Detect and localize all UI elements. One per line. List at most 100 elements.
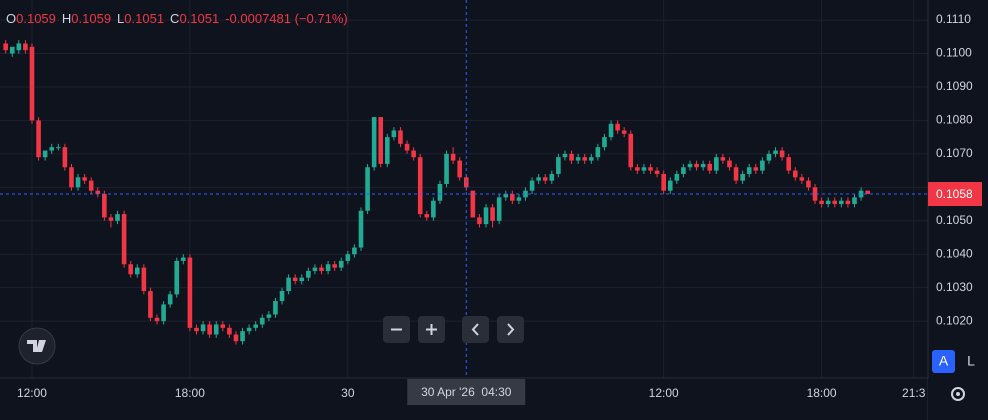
candle-body: [273, 301, 278, 315]
candle-body: [667, 180, 673, 191]
x-tick-label: 18:00: [175, 386, 205, 400]
candle-body: [23, 43, 28, 51]
candle-body: [470, 190, 476, 218]
candle-body: [194, 327, 199, 332]
candle-body: [529, 180, 535, 191]
candle-body: [88, 180, 94, 191]
candle-body: [773, 150, 778, 154]
y-tick-label: 0.1050: [936, 213, 973, 227]
y-tick-label: 0.1030: [936, 280, 973, 294]
ohlc-key: C: [170, 11, 179, 26]
candle-body: [483, 207, 489, 225]
candle-body: [404, 143, 410, 151]
candle-body: [358, 210, 364, 248]
candle-body: [674, 173, 680, 181]
candle-body: [582, 157, 588, 161]
plus-icon: [426, 324, 437, 335]
candle-body: [720, 157, 726, 161]
scroll-right-button[interactable]: [497, 316, 524, 343]
candle-body: [213, 324, 219, 335]
auto-scale-label[interactable]: A: [939, 353, 949, 369]
ohlc-value: 0.1051: [124, 11, 164, 26]
candle-body: [134, 267, 140, 275]
candle-body: [687, 163, 693, 168]
candle-body: [635, 167, 640, 171]
candle-body: [819, 200, 824, 205]
candle-body: [740, 173, 745, 181]
candle-body: [700, 163, 706, 168]
candle-body: [714, 157, 719, 171]
candle-body: [207, 324, 212, 335]
gear-icon[interactable]: [951, 387, 965, 401]
zoom-out-button[interactable]: [383, 316, 410, 343]
logo-mark: [27, 340, 46, 352]
candle-body: [510, 194, 515, 201]
candle-body: [536, 177, 541, 181]
auto-scale-button[interactable]: [932, 350, 955, 373]
candle-body: [806, 180, 811, 188]
candle-body: [411, 150, 416, 158]
candle-body: [595, 147, 601, 158]
candle-body: [786, 157, 792, 171]
candle-body: [766, 153, 772, 161]
candle-body: [128, 264, 133, 275]
candle-body: [457, 160, 462, 178]
axes: 0.10200.10300.10400.10500.10600.10700.10…: [17, 12, 988, 420]
candle-body: [385, 137, 390, 164]
candle-body: [253, 324, 259, 328]
candle-body: [299, 277, 305, 281]
candle-body: [3, 43, 8, 51]
ohlc-value: 0.1051: [179, 11, 219, 26]
log-scale-label[interactable]: L: [967, 353, 975, 369]
candle-body: [477, 217, 482, 225]
candle-body: [220, 324, 226, 328]
candle-body: [36, 120, 41, 158]
scroll-left-button[interactable]: [462, 316, 489, 343]
button-bg[interactable]: [462, 316, 489, 343]
candle-body: [542, 177, 548, 181]
x-tick-label: 12:00: [649, 386, 679, 400]
candle-body: [378, 117, 384, 164]
x-tick-label: 12:00: [17, 386, 47, 400]
zoom-in-button[interactable]: [418, 316, 445, 343]
logo[interactable]: [18, 327, 56, 365]
candle-body: [503, 194, 509, 198]
candle-body: [760, 160, 765, 171]
candle-body: [371, 117, 377, 168]
overlay: [0, 0, 928, 378]
candle-body: [858, 190, 864, 198]
candle-body: [588, 157, 594, 161]
candle-body: [115, 214, 120, 221]
candle-body: [233, 334, 239, 342]
candle-body: [839, 200, 844, 205]
candle-body: [753, 167, 759, 171]
candle-body: [733, 167, 739, 181]
candle-body: [49, 147, 55, 151]
candle-body: [832, 200, 838, 205]
y-tick-label: 0.1090: [936, 79, 973, 93]
y-tick-label: 0.1100: [936, 46, 972, 60]
candle-body: [549, 173, 555, 181]
candle-body: [516, 197, 522, 201]
candle-body: [154, 317, 160, 322]
candle-body: [69, 167, 74, 188]
candle-body: [174, 260, 180, 295]
candle-body: [108, 217, 114, 221]
candle-body: [799, 177, 805, 181]
candle-body: [602, 137, 607, 148]
candle-body: [490, 207, 495, 221]
settings-button[interactable]: [951, 387, 965, 401]
candle-body: [556, 157, 561, 174]
candle-body: [161, 304, 166, 322]
ohlc-key: L: [117, 11, 124, 26]
candle-body: [845, 200, 851, 205]
y-tick-label: 0.1040: [936, 246, 973, 260]
y-tick-label: 0.1070: [936, 146, 973, 160]
candle-body: [812, 187, 818, 201]
candle-body: [681, 167, 686, 174]
candle-body: [365, 167, 370, 211]
crosshair-tag: [407, 379, 526, 405]
button-bg[interactable]: [497, 316, 524, 343]
candle-body: [569, 153, 574, 161]
candle-body: [523, 190, 528, 198]
